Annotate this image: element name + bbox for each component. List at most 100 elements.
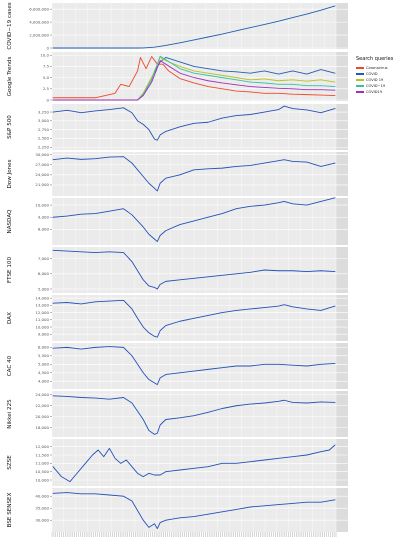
y-tick-label: 35,000 [35, 506, 49, 511]
y-tick-label: 30,000 [35, 152, 49, 157]
y-tick-label: 5,000 [38, 286, 50, 291]
y-tick-label: 6,000 [38, 271, 50, 276]
series-line-0 [52, 105, 336, 141]
series-line-0 [52, 444, 336, 483]
panel-strip [336, 391, 348, 437]
y-axis-title: SZSE [7, 455, 13, 470]
panel-background [52, 104, 348, 150]
panel-3: 21,000 24,000 27,000 30,000 Dow Jones [7, 152, 348, 196]
legend-item-4: COVID19 [356, 89, 402, 95]
panel-strip [336, 439, 348, 486]
y-tick-label: 10,000 [35, 202, 49, 207]
panel-background [52, 52, 348, 101]
series-line-0 [52, 5, 336, 49]
y-tick-label: 8,000 [38, 227, 50, 232]
panel-strip [336, 104, 348, 150]
y-tick-label: 2,250 [38, 145, 50, 150]
y-tick-label: 4,000 [38, 379, 50, 384]
panel-strip [336, 52, 348, 101]
legend-label: COVID 19 [366, 78, 384, 82]
y-tick-label: 12,000 [35, 310, 49, 315]
legend-title: Search queries [356, 56, 394, 62]
y-tick-label: 9,000 [38, 332, 50, 337]
series-line-4 [52, 60, 336, 101]
y-tick-label: 3,000 [38, 118, 50, 123]
y-tick-label: 10,500 [35, 469, 49, 474]
y-tick-label: 4,500 [38, 370, 50, 375]
y-tick-label: 0 [47, 45, 50, 50]
legend-item-1: COVID [356, 71, 402, 77]
y-tick-label: 20,000 [35, 414, 49, 419]
legend-items: Coronavirus COVID COVID 19 COVID−19 COVID19 [356, 65, 402, 95]
y-tick-label: 27,000 [35, 162, 49, 167]
panel-7: 4,000 4,500 5,000 5,500 6,000 CAC 40 [7, 343, 348, 389]
y-tick-label: 9,000 [38, 215, 50, 220]
panel-strip [336, 152, 348, 196]
y-axis-title: BSE SENSEX [7, 492, 13, 527]
y-axis-title: Dow Jones [7, 159, 13, 188]
panel-strip [336, 3, 348, 49]
series-line-2 [52, 57, 336, 101]
panel-5: 5,000 6,000 7,000 FTSE 100 [7, 247, 348, 293]
legend-item-2: COVID 19 [356, 77, 402, 83]
x-axis [51, 532, 337, 537]
y-tick-label: 6,000 [38, 345, 50, 350]
legend-label: Coronavirus [366, 66, 388, 70]
legend-swatch [356, 85, 364, 87]
panel-10: 30,000 35,000 40,000 BSE SENSEX [7, 488, 348, 532]
y-tick-label: 21,000 [35, 182, 49, 187]
series-line-0 [52, 156, 336, 192]
panel-4: 8,000 9,000 10,000 NASDAQ [7, 197, 348, 245]
y-axis-title: FTSE 100 [7, 257, 13, 284]
y-tick-label: 6,000,000 [29, 6, 49, 11]
y-tick-label: 2.5 [43, 86, 50, 91]
series-line-0 [52, 492, 336, 530]
y-tick-label: 11,000 [35, 461, 49, 466]
series-line-0 [52, 346, 336, 386]
y-tick-label: 7.5 [43, 64, 50, 69]
panel-background [52, 247, 348, 293]
y-axis-title: COVID−19 cases [7, 2, 13, 49]
panel-strip [336, 295, 348, 341]
y-tick-label: 30,000 [35, 518, 49, 523]
y-tick-label: 5,500 [38, 353, 50, 358]
panel-background [52, 295, 348, 341]
legend-swatch [356, 91, 364, 93]
y-tick-label: 2,500 [38, 136, 50, 141]
legend-swatch [356, 67, 364, 69]
panel-8: 18,000 20,000 22,000 24,000 Nikkei 225 [7, 391, 348, 437]
y-axis-title: S&P 500 [7, 115, 13, 139]
panel-2: 2,250 2,500 2,750 3,000 3,250 S&P 500 [7, 104, 348, 150]
y-tick-label: 2,000,000 [29, 32, 49, 37]
panel-9: 10,000 10,500 11,000 11,500 12,000 SZSE [7, 439, 348, 486]
y-tick-label: 10.0 [40, 53, 49, 58]
legend-swatch [356, 73, 364, 75]
y-axis-title: Nikkei 225 [7, 399, 13, 429]
panel-0: 0 2,000,000 4,000,000 6,000,000 COVID−19 cas… [7, 2, 348, 50]
legend-item-0: Coronavirus [356, 65, 402, 71]
y-tick-label: 24,000 [35, 172, 49, 177]
legend-item-3: COVID−19 [356, 83, 402, 89]
panel-background [52, 152, 348, 196]
legend-label: COVID19 [366, 90, 383, 94]
series-line-0 [52, 249, 336, 290]
y-axis-title: Google Trends [7, 57, 13, 97]
panel-strip [336, 247, 348, 293]
panel-background [52, 198, 348, 245]
y-tick-label: 18,000 [35, 425, 49, 430]
series-line-0 [52, 56, 336, 99]
series-line-0 [52, 299, 336, 338]
y-axis-title: CAC 40 [7, 355, 13, 376]
chart-legend: Search queries Coronavirus COVID COVID 19 C… [356, 56, 402, 95]
panel-background [52, 3, 348, 49]
y-tick-label: 0 [47, 97, 50, 102]
y-tick-label: 11,500 [35, 452, 49, 457]
series-line-3 [52, 55, 336, 101]
y-tick-label: 10,000 [35, 477, 49, 482]
y-tick-label: 13,000 [35, 303, 49, 308]
series-line-0 [52, 197, 336, 243]
legend-label: COVID−19 [366, 84, 386, 88]
y-tick-label: 5.0 [43, 75, 50, 80]
y-tick-label: 22,000 [35, 403, 49, 408]
